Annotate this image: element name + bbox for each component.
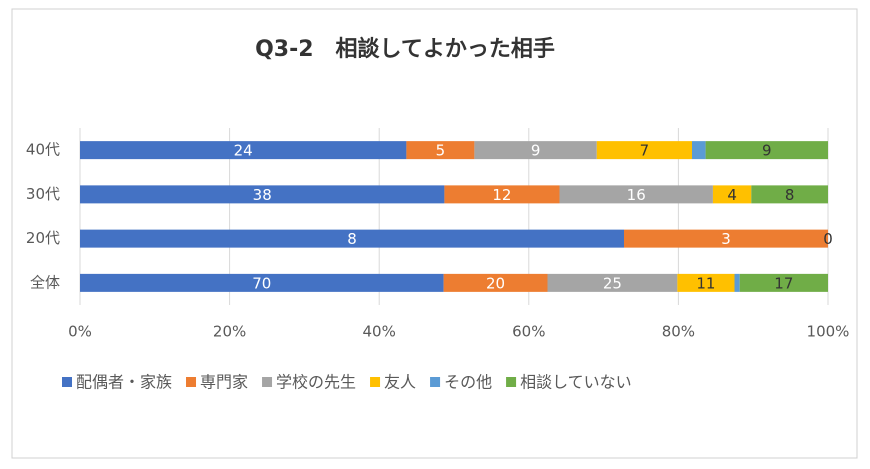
legend-label: 相談していない (520, 373, 632, 392)
bar-segment (712, 185, 752, 204)
legend-label: その他 (444, 373, 492, 392)
legend-label: 配偶者・家族 (76, 373, 172, 392)
bar-segment (474, 141, 597, 160)
bar-segment (80, 273, 444, 292)
data-label: 12 (492, 186, 511, 204)
chart-title: Q3-2 相談してよかった相手 (255, 36, 555, 62)
data-label: 8 (785, 186, 795, 204)
x-tick-label: 0% (68, 323, 92, 341)
y-tick-label: 全体 (30, 273, 60, 291)
data-label: 20 (486, 274, 505, 292)
data-label: 8 (347, 230, 357, 248)
data-label: 4 (727, 186, 737, 204)
legend-swatch (262, 377, 273, 387)
bar-segment (444, 185, 560, 204)
legend-label: 専門家 (200, 373, 248, 392)
data-label: 38 (253, 186, 272, 204)
data-label: 24 (234, 142, 253, 160)
y-tick-label: 20代 (26, 229, 60, 247)
x-tick-label: 20% (213, 323, 246, 341)
legend-swatch (62, 377, 72, 387)
x-tick-label: 60% (512, 323, 545, 341)
bar-segment (734, 273, 740, 292)
x-tick-label: 80% (662, 323, 695, 341)
bar-segment (751, 185, 828, 204)
x-tick-label: 100% (807, 323, 850, 341)
bar-segment (80, 229, 624, 248)
data-label: 3 (721, 230, 731, 248)
y-tick-label: 30代 (26, 185, 60, 203)
legend-swatch (506, 377, 517, 387)
y-tick-label: 40代 (26, 141, 60, 159)
bar-segment (677, 273, 735, 292)
data-label: 7 (640, 142, 650, 160)
bar-segment (559, 185, 713, 204)
data-label: 9 (762, 142, 772, 160)
data-label: 17 (774, 274, 793, 292)
data-label: 11 (696, 274, 715, 292)
legend-swatch (186, 377, 197, 387)
bar-segment (80, 185, 445, 204)
legend-swatch (430, 377, 441, 387)
x-tick-label: 40% (363, 323, 396, 341)
bar-segment (692, 141, 706, 160)
bar-segment (406, 141, 475, 160)
data-label: 70 (252, 274, 271, 292)
legend-label: 友人 (384, 373, 416, 392)
bar-segment (596, 141, 692, 160)
bar-segment (705, 141, 828, 160)
data-label: 16 (627, 186, 646, 204)
legend-label: 学校の先生 (276, 373, 356, 392)
data-label: 9 (531, 142, 541, 160)
bar-segment (624, 229, 828, 248)
data-label: 25 (603, 274, 622, 292)
legend-swatch (370, 377, 381, 387)
bar-segment (80, 141, 407, 160)
bar-segment (547, 273, 678, 292)
bar-segment (443, 273, 548, 292)
bar-segment (739, 273, 828, 292)
data-label: 5 (436, 142, 446, 160)
data-label: 0 (823, 230, 833, 248)
